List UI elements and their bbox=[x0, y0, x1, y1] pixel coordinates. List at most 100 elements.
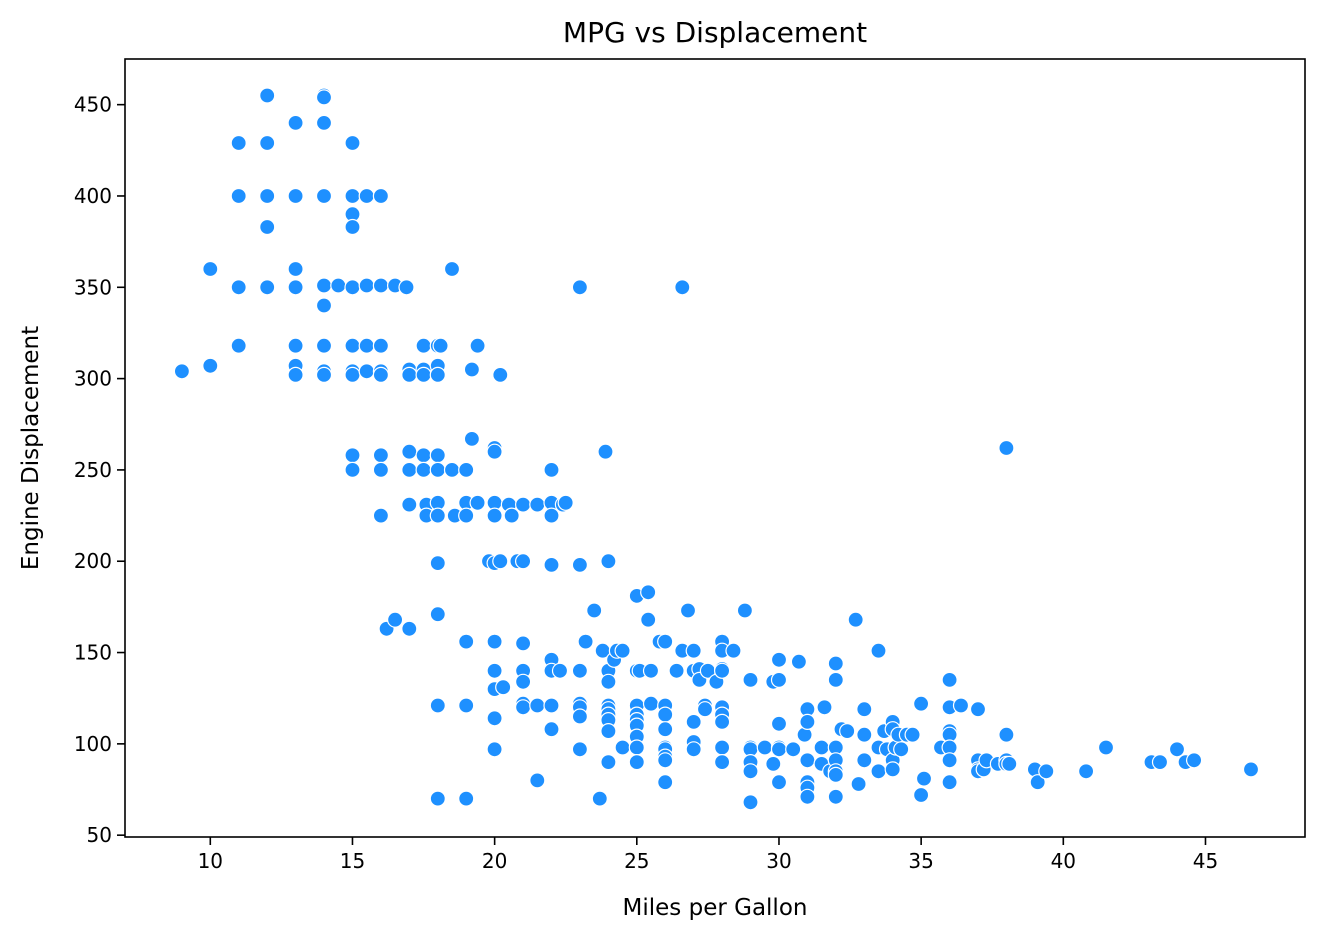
x-tick-label: 15 bbox=[340, 849, 365, 873]
chart-title: MPG vs Displacement bbox=[563, 16, 867, 49]
data-point bbox=[856, 726, 873, 743]
data-point bbox=[401, 461, 418, 478]
data-point bbox=[529, 772, 546, 789]
x-tick-label: 25 bbox=[624, 849, 649, 873]
data-point bbox=[770, 715, 788, 732]
data-point bbox=[713, 753, 731, 771]
data-point bbox=[344, 366, 361, 383]
data-point bbox=[429, 507, 446, 524]
data-point bbox=[514, 635, 532, 652]
data-point bbox=[742, 794, 759, 811]
data-point bbox=[315, 277, 333, 294]
data-point bbox=[315, 89, 333, 106]
data-point bbox=[870, 763, 887, 780]
data-point bbox=[432, 337, 449, 354]
data-point bbox=[429, 790, 446, 807]
x-tick-label: 20 bbox=[482, 849, 507, 873]
data-point bbox=[543, 461, 560, 478]
data-point bbox=[969, 701, 987, 718]
data-point bbox=[799, 788, 816, 805]
data-point bbox=[469, 337, 486, 354]
data-point bbox=[543, 697, 560, 714]
x-axis-ticks: 10 15 20 25 30 35 40 45 bbox=[198, 837, 1218, 873]
data-point bbox=[398, 279, 415, 296]
data-point bbox=[230, 187, 247, 205]
data-point bbox=[401, 443, 418, 460]
data-point bbox=[571, 662, 589, 679]
data-point bbox=[685, 642, 702, 659]
data-point bbox=[287, 337, 304, 354]
data-point bbox=[685, 713, 702, 731]
data-point bbox=[429, 697, 446, 714]
data-point bbox=[713, 713, 731, 731]
data-point bbox=[315, 114, 333, 132]
data-point bbox=[657, 721, 674, 738]
data-point bbox=[372, 337, 389, 354]
data-point bbox=[827, 766, 844, 784]
data-point bbox=[401, 366, 418, 383]
data-point bbox=[597, 443, 614, 460]
data-point bbox=[415, 337, 432, 354]
data-point bbox=[315, 297, 333, 314]
data-point bbox=[529, 496, 546, 513]
data-point bbox=[1242, 761, 1260, 778]
data-point bbox=[230, 337, 247, 354]
y-tick-label: 250 bbox=[74, 458, 112, 482]
data-point bbox=[358, 187, 375, 205]
data-point bbox=[657, 706, 674, 723]
data-point bbox=[543, 721, 560, 738]
data-point bbox=[543, 556, 560, 574]
data-point bbox=[713, 739, 731, 756]
data-point bbox=[230, 279, 247, 296]
data-point bbox=[372, 507, 389, 524]
data-point bbox=[543, 507, 560, 524]
y-tick-label: 450 bbox=[74, 93, 112, 117]
y-tick-label: 100 bbox=[74, 732, 112, 756]
data-point bbox=[1029, 774, 1046, 791]
data-point bbox=[344, 134, 361, 152]
data-point bbox=[486, 507, 503, 524]
data-point bbox=[685, 741, 702, 758]
data-point bbox=[713, 662, 731, 679]
data-point bbox=[765, 755, 782, 773]
data-point bbox=[463, 430, 480, 447]
x-tick-label: 45 bbox=[1193, 849, 1218, 873]
data-point bbox=[387, 611, 404, 628]
data-point bbox=[904, 726, 921, 743]
data-point bbox=[870, 642, 887, 659]
data-point bbox=[640, 611, 657, 628]
data-point bbox=[742, 763, 759, 780]
data-point bbox=[816, 699, 833, 716]
data-point bbox=[344, 187, 361, 205]
y-tick-label: 150 bbox=[74, 641, 112, 665]
data-point bbox=[344, 461, 361, 478]
data-point bbox=[674, 279, 691, 296]
data-point bbox=[486, 662, 503, 679]
data-point bbox=[679, 602, 697, 619]
data-point bbox=[1168, 741, 1186, 758]
data-point bbox=[315, 366, 333, 383]
data-point bbox=[458, 697, 475, 714]
data-point bbox=[912, 695, 930, 712]
data-point bbox=[790, 653, 808, 670]
data-point bbox=[640, 584, 657, 601]
data-point bbox=[458, 790, 475, 807]
data-point bbox=[344, 337, 361, 354]
data-point bbox=[813, 739, 830, 756]
data-point bbox=[259, 279, 276, 296]
data-point bbox=[1077, 763, 1095, 780]
y-tick-label: 200 bbox=[74, 549, 112, 573]
data-point bbox=[600, 753, 617, 771]
data-point bbox=[600, 722, 617, 740]
y-tick-label: 300 bbox=[74, 367, 112, 391]
data-point bbox=[856, 752, 873, 769]
data-point bbox=[514, 699, 532, 716]
data-point bbox=[358, 277, 375, 294]
data-point bbox=[315, 337, 333, 354]
data-point bbox=[571, 556, 589, 574]
data-point bbox=[514, 673, 532, 690]
data-point bbox=[998, 726, 1015, 743]
data-point bbox=[486, 741, 503, 758]
data-point bbox=[571, 279, 589, 296]
